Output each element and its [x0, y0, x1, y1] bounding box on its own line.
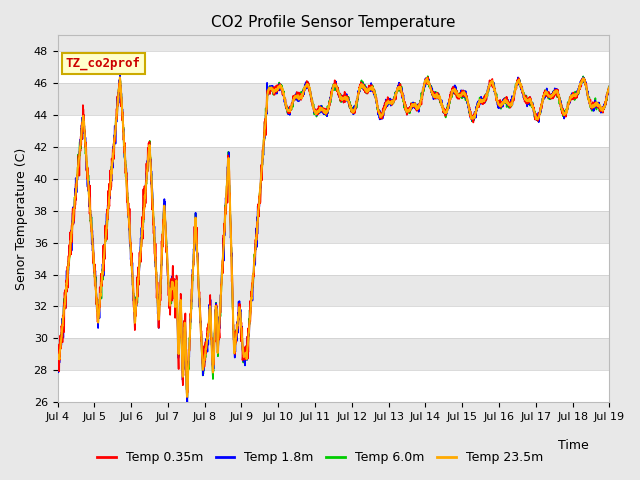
Y-axis label: Senor Temperature (C): Senor Temperature (C) — [15, 147, 28, 290]
Text: TZ_co2prof: TZ_co2prof — [66, 57, 141, 70]
Bar — [58, 275, 609, 306]
Text: Time: Time — [558, 439, 589, 452]
Bar — [58, 338, 609, 370]
Bar — [58, 179, 609, 211]
Bar — [58, 83, 609, 115]
Bar — [58, 211, 609, 242]
Bar — [58, 147, 609, 179]
Title: CO2 Profile Sensor Temperature: CO2 Profile Sensor Temperature — [211, 15, 456, 30]
Bar — [58, 242, 609, 275]
Bar — [58, 115, 609, 147]
Bar — [58, 306, 609, 338]
Bar — [58, 370, 609, 402]
Legend: Temp 0.35m, Temp 1.8m, Temp 6.0m, Temp 23.5m: Temp 0.35m, Temp 1.8m, Temp 6.0m, Temp 2… — [92, 446, 548, 469]
Bar — [58, 51, 609, 83]
